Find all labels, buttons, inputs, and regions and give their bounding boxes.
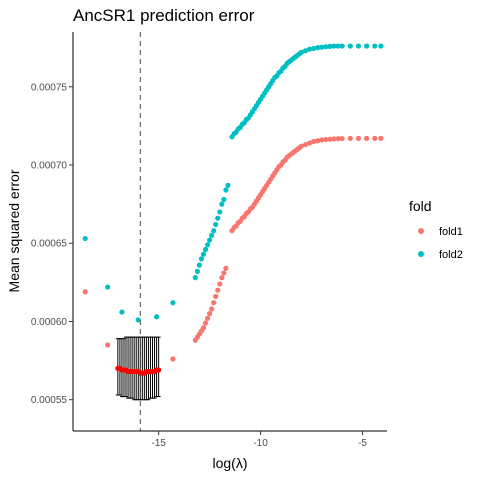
data-point-fold1 [306, 140, 313, 146]
y-tick-label: 0.00070 [31, 161, 68, 172]
legend-key-fold2 [418, 251, 424, 257]
data-point-fold2 [211, 228, 217, 234]
data-point-fold2 [215, 215, 221, 221]
data-point-fold1 [315, 138, 321, 144]
plot-area [82, 32, 384, 431]
data-point-fold1 [221, 270, 227, 276]
data-point-fold2 [213, 221, 219, 228]
x-tick-label: -15 [151, 438, 166, 449]
data-point-fold1 [298, 143, 304, 149]
x-axis-ticks: -15 -10 -5 [151, 431, 367, 449]
data-point-fold1 [372, 135, 378, 141]
x-tick-label: -5 [358, 438, 367, 449]
data-point-fold2 [364, 43, 370, 49]
chart-title: AncSR1 prediction error [73, 6, 255, 25]
series-fold2 [82, 43, 384, 323]
data-point-fold1 [105, 342, 111, 348]
data-point-fold1 [209, 306, 215, 312]
data-point-fold2 [202, 246, 209, 253]
data-point-fold2 [306, 46, 313, 52]
data-point-fold2 [217, 209, 223, 215]
data-point-fold1 [327, 136, 333, 142]
data-point-fold2 [119, 309, 125, 315]
data-point-fold1 [207, 311, 213, 317]
data-point-fold1 [170, 356, 176, 362]
data-point-fold2 [319, 44, 325, 50]
data-point-fold2 [378, 43, 384, 49]
data-point-fold1 [211, 300, 217, 306]
data-point-fold1 [335, 136, 341, 142]
data-point-fold2 [372, 43, 378, 49]
data-point-fold2 [327, 43, 333, 49]
data-point-fold1 [364, 135, 370, 141]
data-point-fold2 [223, 187, 229, 193]
data-point-fold2 [194, 268, 200, 274]
data-point-fold1 [310, 138, 317, 145]
data-point-fold1 [215, 287, 221, 293]
data-point-fold2 [200, 251, 207, 257]
data-point-fold1 [200, 325, 207, 331]
data-point-fold2 [298, 49, 304, 55]
series-fold1 [82, 135, 384, 362]
data-point-fold2 [192, 275, 198, 281]
data-point-fold2 [209, 232, 215, 239]
data-point-fold2 [204, 242, 211, 248]
y-axis-ticks: 0.00055 0.00060 0.00065 0.00070 0.00075 [31, 82, 73, 406]
legend-key-fold1 [418, 228, 424, 234]
data-point-fold2 [221, 196, 227, 203]
data-point-fold1 [339, 135, 345, 142]
legend: fold fold1 fold2 [409, 198, 463, 261]
data-point-fold2 [225, 182, 231, 188]
data-point-fold2 [219, 201, 225, 207]
legend-title: fold [409, 198, 432, 214]
data-point-fold2 [355, 43, 362, 49]
data-point-fold2 [347, 43, 353, 49]
data-point-fold2 [105, 284, 111, 290]
data-point-fold2 [196, 262, 203, 268]
y-tick-label: 0.00060 [31, 317, 68, 328]
y-tick-label: 0.00075 [31, 82, 68, 93]
data-point-fold1 [323, 136, 329, 143]
data-point-fold2 [310, 45, 317, 52]
legend-label-fold2: fold2 [439, 249, 463, 261]
mean-points [115, 365, 162, 376]
data-point-fold1 [202, 320, 209, 326]
data-point-fold2 [170, 300, 176, 306]
data-point-fold1 [347, 135, 353, 141]
data-point-fold2 [153, 314, 160, 320]
data-point-fold1 [378, 135, 384, 141]
data-point-fold1 [319, 137, 325, 143]
data-point-fold1 [219, 275, 225, 281]
data-point-fold1 [213, 293, 219, 300]
data-point-fold2 [207, 237, 213, 243]
data-point-fold1 [223, 265, 229, 271]
data-point-fold2 [198, 256, 205, 262]
legend-label-fold1: fold1 [439, 226, 463, 238]
data-point-fold1 [82, 289, 88, 295]
legend-items: fold1 fold2 [418, 226, 463, 261]
data-point-fold1 [355, 135, 362, 141]
data-point-fold2 [335, 43, 341, 49]
y-tick-label: 0.00055 [31, 395, 68, 406]
error-bars [115, 336, 161, 401]
data-point-fold2 [315, 45, 321, 51]
y-axis-title: Mean squared error [6, 169, 22, 292]
x-axis-title: log(λ) [212, 455, 247, 471]
data-point-fold2 [323, 44, 329, 50]
x-tick-label: -10 [253, 438, 268, 449]
data-point-fold2 [82, 235, 88, 242]
data-point-fold1 [331, 136, 337, 142]
y-tick-label: 0.00065 [31, 239, 68, 250]
data-point-fold2 [135, 317, 141, 323]
data-point-fold2 [302, 48, 309, 54]
data-point-fold2 [331, 43, 337, 49]
data-point-fold2 [339, 43, 345, 49]
data-point-fold1 [217, 281, 223, 287]
data-point-fold1 [204, 315, 211, 321]
data-point-fold1 [302, 142, 309, 148]
mean-point [156, 367, 162, 373]
